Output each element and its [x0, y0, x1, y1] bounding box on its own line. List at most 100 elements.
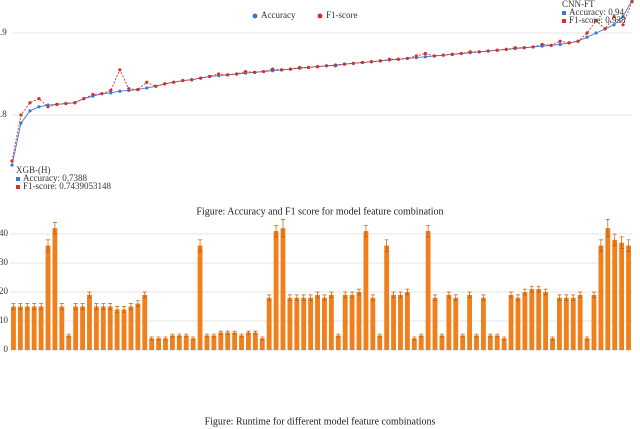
error-bar [108, 303, 113, 310]
error-bar [198, 239, 203, 252]
error-bar [39, 303, 44, 310]
point [351, 61, 356, 65]
bar [432, 297, 438, 350]
point [154, 84, 158, 88]
point [396, 57, 400, 61]
point [279, 68, 284, 72]
error-bar [170, 333, 175, 338]
bar [252, 332, 258, 350]
point [342, 62, 347, 66]
error-bar [18, 303, 23, 310]
error-bar [46, 239, 51, 252]
error-bar [433, 294, 438, 302]
point [315, 65, 320, 69]
y-tick-label: 0 [4, 344, 9, 354]
point [441, 53, 445, 57]
error-bar [377, 333, 382, 338]
legend-marker [317, 13, 323, 19]
bar [446, 294, 452, 350]
error-bar [626, 239, 631, 252]
error-bar [280, 219, 285, 238]
point [414, 54, 418, 58]
point [513, 46, 517, 50]
bar [508, 294, 514, 350]
error-bar [25, 303, 30, 310]
error-bar [350, 291, 355, 299]
point [190, 78, 194, 82]
error-bar [115, 306, 120, 313]
legend-label: F1-score [326, 10, 358, 20]
bar [11, 306, 16, 350]
bar [543, 292, 549, 350]
point [621, 23, 625, 27]
error-bar [426, 224, 431, 238]
error-bar [398, 291, 403, 299]
point [297, 65, 302, 70]
point [235, 72, 239, 76]
error-bar [460, 333, 465, 338]
bar [45, 245, 51, 350]
error-bar [225, 330, 230, 335]
y-tick-label: .8 [0, 109, 7, 119]
point [145, 86, 149, 90]
bar [605, 228, 611, 350]
bar [128, 306, 134, 350]
point [100, 92, 104, 96]
error-bar [211, 333, 216, 338]
point [360, 60, 365, 65]
error-bar [94, 303, 99, 310]
error-bar [619, 236, 624, 249]
error-bar [260, 336, 265, 341]
bar [273, 231, 279, 350]
error-bar [509, 291, 514, 299]
caption: Figure: Accuracy and F1 score for model … [196, 206, 443, 217]
point [603, 27, 607, 31]
point [387, 57, 391, 61]
bar [335, 335, 341, 350]
bar [80, 306, 85, 350]
point [378, 59, 383, 63]
point [109, 88, 113, 92]
error-bar [571, 294, 576, 302]
bar [93, 306, 99, 350]
bar [142, 294, 148, 350]
error-bar [177, 333, 182, 338]
error-bar [557, 294, 562, 302]
bar [370, 297, 376, 350]
point [109, 91, 113, 95]
bar [391, 294, 396, 350]
bar [190, 338, 196, 350]
error-bar [163, 336, 168, 341]
bar [584, 338, 590, 350]
bar [239, 335, 244, 350]
error-bar [502, 336, 507, 341]
error-bar [308, 294, 313, 302]
bar [38, 306, 44, 350]
error-bar [66, 333, 71, 338]
error-bar [191, 336, 196, 341]
bar [418, 335, 424, 350]
point [540, 42, 544, 47]
bar [349, 294, 355, 350]
bar [121, 309, 127, 350]
error-bar [598, 239, 603, 252]
caption: Figure: Runtime for different model feat… [205, 416, 436, 427]
point [64, 101, 68, 106]
bar [377, 335, 383, 350]
point [127, 87, 131, 91]
bar [577, 294, 583, 350]
error-bar [32, 303, 37, 310]
error-bar [52, 222, 57, 235]
bar [24, 306, 30, 350]
y-tick-label: 40 [0, 228, 9, 238]
point [477, 50, 481, 54]
error-bar [11, 303, 16, 310]
error-bar [585, 336, 590, 341]
error-bar [605, 219, 610, 238]
point [181, 78, 185, 83]
error-bar [274, 224, 279, 238]
bar [59, 306, 65, 350]
point [19, 113, 23, 117]
bar [301, 297, 307, 350]
